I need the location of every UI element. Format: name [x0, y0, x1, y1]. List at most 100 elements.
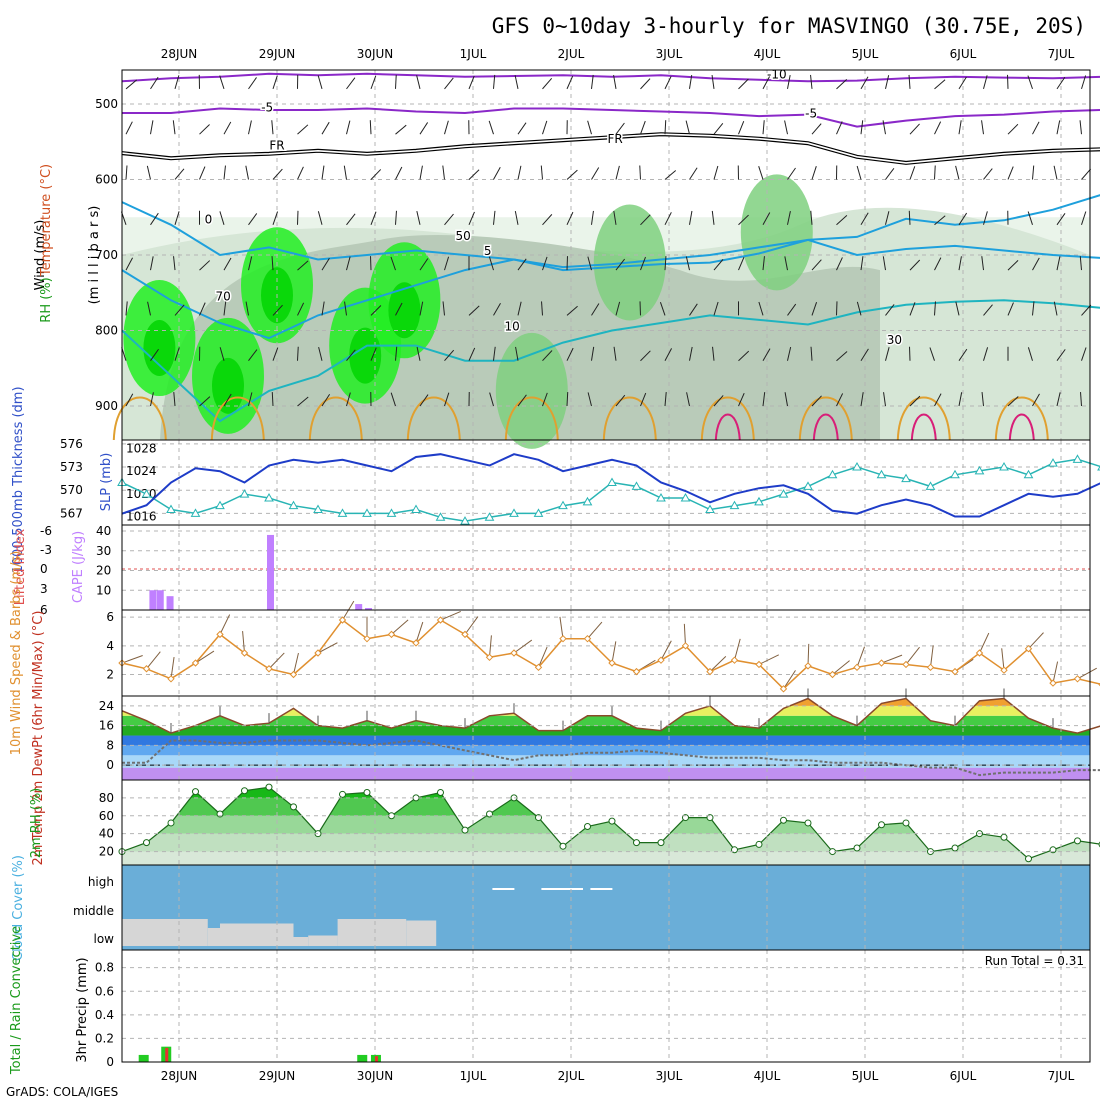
thickness-point	[337, 508, 348, 517]
rh-point	[633, 839, 640, 847]
thickness-tick-label: 573	[60, 460, 83, 474]
wind-barb-10m	[979, 632, 990, 654]
date-label-bottom: 4JUL	[754, 1069, 781, 1083]
wind-barb	[272, 75, 278, 90]
wind-barb	[1079, 120, 1082, 135]
wind-barb	[199, 166, 206, 180]
wind-barb	[929, 347, 935, 361]
wind-barb	[689, 303, 698, 316]
wind-barb-10m	[415, 621, 424, 644]
thickness-point	[362, 508, 372, 517]
ylabel-slp: SLP (mb)	[99, 453, 114, 512]
ylabel-precip-type: Total / Rain Convective	[9, 926, 24, 1075]
contour-label: -5	[261, 101, 273, 115]
wind-barb-10m	[783, 670, 796, 690]
wind-barb	[542, 256, 548, 271]
wind-barb	[1080, 392, 1082, 407]
cape-bar	[149, 590, 157, 610]
temp-band	[122, 745, 1090, 756]
thickness-point	[239, 489, 250, 498]
ylabel-thickness: 1000-500mb Thickness (dm)	[11, 386, 26, 573]
wind-barb	[272, 304, 283, 316]
cloud-low-bar	[367, 919, 407, 946]
wind-barb	[1056, 76, 1066, 90]
date-label-top: 29JUN	[259, 47, 296, 61]
rh-tick-label: 40	[99, 827, 114, 841]
contour-hot	[910, 413, 937, 441]
wind-barb	[615, 122, 625, 135]
wind-barb	[983, 304, 993, 316]
wind-speed-point	[755, 660, 763, 669]
wind-barb	[272, 347, 279, 361]
wind-barb	[738, 214, 749, 226]
rh-point	[1074, 837, 1081, 845]
wind-speed-point	[167, 675, 175, 683]
li-tick-label: 6	[40, 603, 48, 617]
wind-barb	[713, 122, 724, 135]
wind-barb	[344, 301, 347, 316]
wind-barb	[885, 211, 890, 225]
wind-barb	[738, 78, 749, 90]
thickness-point	[778, 489, 789, 498]
rh-band	[122, 797, 1090, 816]
wind-speed-point	[1073, 675, 1082, 683]
cloud-tick-label: low	[94, 932, 115, 946]
wind-barb	[958, 348, 968, 361]
wind-speed-point	[975, 649, 984, 657]
thickness-point	[705, 504, 715, 514]
wind-barb	[983, 75, 988, 90]
wind-barb-10m	[293, 652, 299, 675]
wind-barb	[659, 302, 666, 316]
thickness-point	[313, 504, 323, 514]
wind-barb	[566, 305, 578, 316]
wind-barb	[271, 392, 274, 407]
wind-barb	[297, 346, 299, 361]
wind-barb	[640, 78, 651, 90]
wind-barb	[958, 76, 967, 90]
wind-barb	[613, 346, 617, 361]
pressure-tick-label: 600	[95, 172, 118, 186]
wind-barb	[317, 211, 323, 225]
ylabel-cape: CAPE (J/kg)	[71, 531, 86, 603]
thickness-point	[803, 481, 813, 490]
wind-barb	[1056, 349, 1066, 362]
wind-barb	[542, 77, 553, 90]
rh-core-inner	[388, 282, 421, 339]
wind-barb	[1081, 347, 1087, 361]
wind-barb	[882, 256, 886, 271]
wind-barb-10m	[464, 616, 479, 635]
wind-barb-10m	[905, 646, 920, 665]
wind-barb	[395, 302, 403, 316]
wind-barb	[370, 347, 377, 361]
panels: 28JUN 28JUN 29JUN 29JUN 30JUN 30JUN 1JUL 1JUL 2J…	[9, 47, 1100, 1083]
wind-barb	[199, 260, 211, 271]
wind-barb	[1053, 165, 1058, 180]
wind-barb	[444, 213, 454, 226]
wind-barb-10m	[930, 645, 934, 668]
cape-bar	[365, 608, 372, 610]
precip-tick-label: 0.4	[95, 1008, 114, 1022]
wind-barb	[983, 347, 989, 361]
wind-barb	[713, 165, 719, 180]
wind-barb	[419, 258, 429, 271]
cloud-low-bar	[195, 919, 208, 946]
thickness-point	[607, 477, 617, 486]
wind-barb	[223, 257, 232, 271]
wind-barb	[909, 302, 916, 316]
thickness-point	[1048, 458, 1058, 467]
date-label-top: 2JUL	[558, 47, 585, 61]
wind-barb	[738, 350, 750, 362]
contour-line	[121, 299, 1100, 423]
contour-label: 0	[205, 212, 213, 226]
wind-barb	[174, 304, 185, 316]
wind-barb	[762, 76, 771, 90]
wind-barb	[908, 74, 911, 89]
contour-warm	[602, 396, 657, 441]
wind-barb	[444, 256, 450, 271]
wind-barb	[640, 392, 647, 407]
rh-tick-label: 80	[99, 791, 114, 805]
wind-barb	[615, 258, 626, 271]
wind-barb	[1081, 168, 1092, 180]
date-label-bottom: 30JUN	[357, 1069, 394, 1083]
date-label-bottom: 7JUL	[1048, 1069, 1075, 1083]
